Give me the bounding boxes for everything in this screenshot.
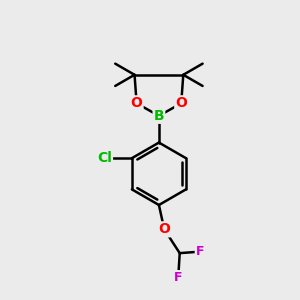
Text: F: F bbox=[174, 271, 182, 284]
Text: B: B bbox=[154, 109, 164, 123]
Text: O: O bbox=[158, 222, 170, 236]
Text: O: O bbox=[131, 96, 142, 110]
Text: F: F bbox=[196, 245, 204, 258]
Text: O: O bbox=[175, 96, 187, 110]
Text: Cl: Cl bbox=[97, 151, 112, 165]
